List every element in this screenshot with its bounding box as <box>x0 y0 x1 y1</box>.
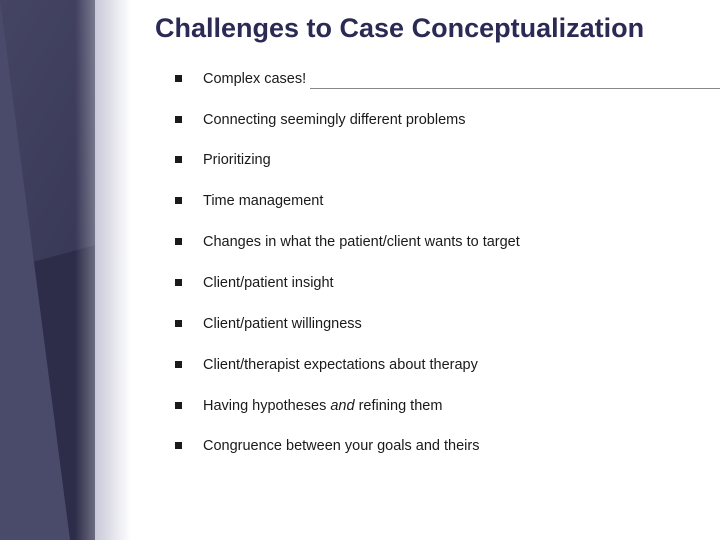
bullet-text: Complex cases! <box>203 71 306 87</box>
bullet-text-before: Having hypotheses <box>203 398 330 414</box>
bullet-text: Client/patient insight <box>203 275 334 291</box>
bullet-item: Time management <box>175 192 700 211</box>
bullet-text: Client/patient willingness <box>203 316 362 332</box>
content-area: Challenges to Case Conceptualization Com… <box>155 0 720 540</box>
bullet-text: Congruence between your goals and theirs <box>203 438 479 454</box>
bullet-text-italic: and <box>330 398 354 414</box>
bullet-item: Complex cases! <box>175 70 700 89</box>
bullet-text: Time management <box>203 193 323 209</box>
bullet-item: Client/patient willingness <box>175 315 700 334</box>
bullet-item: Prioritizing <box>175 151 700 170</box>
side-overlay-triangle <box>0 0 70 540</box>
slide-title: Challenges to Case Conceptualization <box>155 12 700 46</box>
bullet-item: Client/patient insight <box>175 274 700 293</box>
bullet-text: Prioritizing <box>203 152 271 168</box>
slide-container: Challenges to Case Conceptualization Com… <box>0 0 720 540</box>
bullet-item: Client/therapist expectations about ther… <box>175 356 700 375</box>
bullet-text: Client/therapist expectations about ther… <box>203 357 478 373</box>
side-light-transition <box>95 0 155 540</box>
bullet-list: Complex cases! Connecting seemingly diffe… <box>155 70 700 456</box>
bullet-item: Changes in what the patient/client wants… <box>175 233 700 252</box>
bullet-text: Changes in what the patient/client wants… <box>203 234 520 250</box>
bullet-item: Connecting seemingly different problems <box>175 111 700 130</box>
bullet-text-after: refining them <box>355 398 443 414</box>
side-decoration <box>0 0 155 540</box>
bullet-item: Having hypotheses and refining them <box>175 397 700 416</box>
bullet-text: Connecting seemingly different problems <box>203 112 466 128</box>
bullet-item: Congruence between your goals and theirs <box>175 437 700 456</box>
